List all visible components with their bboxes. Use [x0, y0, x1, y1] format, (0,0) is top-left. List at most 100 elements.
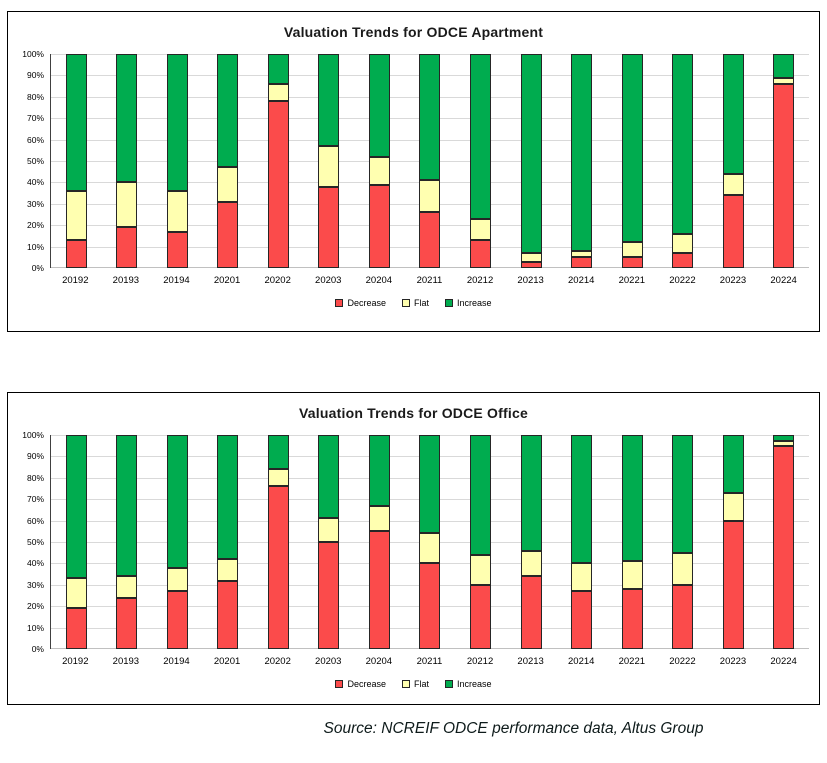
bar-slot-20211	[405, 54, 456, 268]
stacked-bar-20192	[65, 435, 87, 649]
bar-segment-increase	[571, 435, 593, 564]
x-axis-tick-label: 20224	[770, 656, 797, 667]
bar-segment-increase	[267, 54, 289, 84]
bar-slot-20204	[354, 435, 405, 649]
x-axis-tick-label: 20192	[62, 275, 89, 286]
y-axis-tick-label: 10%	[26, 622, 44, 633]
bar-slot-20213	[506, 54, 557, 268]
bar-segment-decrease	[621, 589, 643, 649]
bar-slot-20202	[253, 435, 304, 649]
bar-segment-flat	[166, 190, 188, 232]
x-axis-tick-label: 20204	[365, 656, 393, 667]
bars	[51, 54, 809, 268]
bar-slot-20223	[708, 54, 759, 268]
legend-item-flat: Flat	[401, 298, 429, 308]
bar-segment-increase	[470, 435, 492, 555]
stacked-bar-20211	[419, 54, 441, 268]
legend: Decrease Flat Increase	[8, 679, 819, 689]
x-axis-tick-label: 20214	[568, 656, 595, 667]
bar-slot-20221	[607, 435, 658, 649]
bar-segment-flat	[571, 563, 593, 592]
y-axis-tick-label: 0%	[31, 263, 44, 273]
bar-segment-decrease	[722, 520, 744, 649]
x-axis-tick-label: 20203	[315, 656, 342, 667]
y-axis-tick-label: 80%	[26, 472, 44, 483]
bar-segment-decrease	[318, 542, 340, 649]
bar-slot-20213	[506, 435, 557, 649]
bar-segment-flat	[116, 182, 138, 228]
bar-slot-20212	[455, 54, 506, 268]
x-axis-tick-label: 20212	[466, 275, 494, 286]
stacked-bar-20222	[672, 435, 694, 649]
bar-segment-decrease	[520, 261, 542, 268]
apartment-chart: Valuation Trends for ODCE Apartment 100%…	[7, 11, 820, 332]
bar-segment-increase	[419, 435, 441, 534]
x-axis-tick-label: 20211	[416, 275, 443, 286]
x-axis-tick-label: 20213	[517, 275, 544, 286]
legend-item-increase: Increase	[445, 679, 492, 689]
x-axis-tick-label: 20224	[770, 275, 797, 286]
bar-segment-decrease	[722, 195, 744, 268]
x-axis-tick-label: 20222	[669, 656, 696, 667]
y-axis-tick-label: 60%	[26, 134, 44, 145]
bar-segment-increase	[773, 435, 795, 442]
bar-segment-flat	[672, 233, 694, 254]
stacked-bar-20212	[470, 435, 492, 649]
x-axis-tick-label: 20223	[719, 275, 747, 286]
y-axis-tick-label: 90%	[26, 451, 44, 462]
bar-slot-20211	[405, 435, 456, 649]
legend-label: Flat	[413, 679, 429, 689]
bar-segment-increase	[621, 435, 643, 562]
x-axis-tick-label: 20221	[618, 275, 646, 286]
bar-segment-increase	[773, 54, 795, 78]
bar-segment-flat	[267, 469, 289, 487]
bar-segment-decrease	[368, 184, 390, 268]
bar-segment-flat	[217, 167, 239, 202]
plot-row: 100% 90% 80% 70% 60% 50% 40% 30% 20% 10% 0%	[8, 49, 819, 273]
bar-segment-increase	[217, 435, 239, 560]
x-axis-tick-label: 20221	[618, 656, 646, 667]
bar-segment-decrease	[571, 591, 593, 649]
bar-segment-decrease	[267, 101, 289, 268]
bar-segment-decrease	[672, 253, 694, 268]
x-axis-tick-label: 20201	[213, 275, 241, 286]
y-axis-tick-label: 0%	[31, 644, 44, 654]
decrease-swatch-icon	[335, 680, 344, 688]
plot-row: 100% 90% 80% 70% 60% 50% 40% 30% 20% 10% 0%	[8, 430, 819, 654]
legend-label: Increase	[457, 679, 492, 689]
bar-segment-decrease	[166, 591, 188, 649]
legend: Decrease Flat Increase	[8, 298, 819, 308]
y-axis-tick-label: 30%	[26, 198, 44, 209]
bar-segment-decrease	[621, 257, 643, 268]
stacked-bar-20211	[419, 435, 441, 649]
y-axis-tick-label: 60%	[26, 515, 44, 526]
bar-segment-flat	[773, 77, 795, 84]
bar-slot-20192	[51, 435, 102, 649]
stacked-bar-20204	[368, 435, 390, 649]
bar-segment-flat	[267, 83, 289, 102]
bar-segment-decrease	[470, 584, 492, 649]
stacked-bar-20194	[166, 54, 188, 268]
bar-slot-20222	[657, 54, 708, 268]
bar-segment-decrease	[166, 231, 188, 268]
y-axis-labels: 100% 90% 80% 70% 60% 50% 40% 30% 20% 10% 0%	[8, 430, 50, 654]
bar-slot-20214	[556, 435, 607, 649]
bar-slot-20214	[556, 54, 607, 268]
legend-item-decrease: Decrease	[335, 679, 386, 689]
legend-item-flat: Flat	[401, 679, 429, 689]
bar-segment-decrease	[65, 240, 87, 268]
bar-slot-20193	[102, 54, 153, 268]
stacked-bar-20202	[267, 435, 289, 649]
bar-slot-20224	[758, 54, 809, 268]
stacked-bar-20221	[621, 54, 643, 268]
stacked-bar-20212	[470, 54, 492, 268]
x-axis-tick-label: 20204	[365, 275, 393, 286]
y-axis-tick-label: 50%	[26, 537, 44, 547]
x-axis-tick-label: 20194	[163, 656, 190, 667]
bar-segment-decrease	[520, 576, 542, 649]
bar-segment-increase	[520, 435, 542, 551]
bar-segment-decrease	[672, 584, 694, 649]
bar-slot-20193	[102, 435, 153, 649]
y-axis-tick-label: 40%	[26, 177, 44, 188]
stacked-bar-20193	[116, 54, 138, 268]
